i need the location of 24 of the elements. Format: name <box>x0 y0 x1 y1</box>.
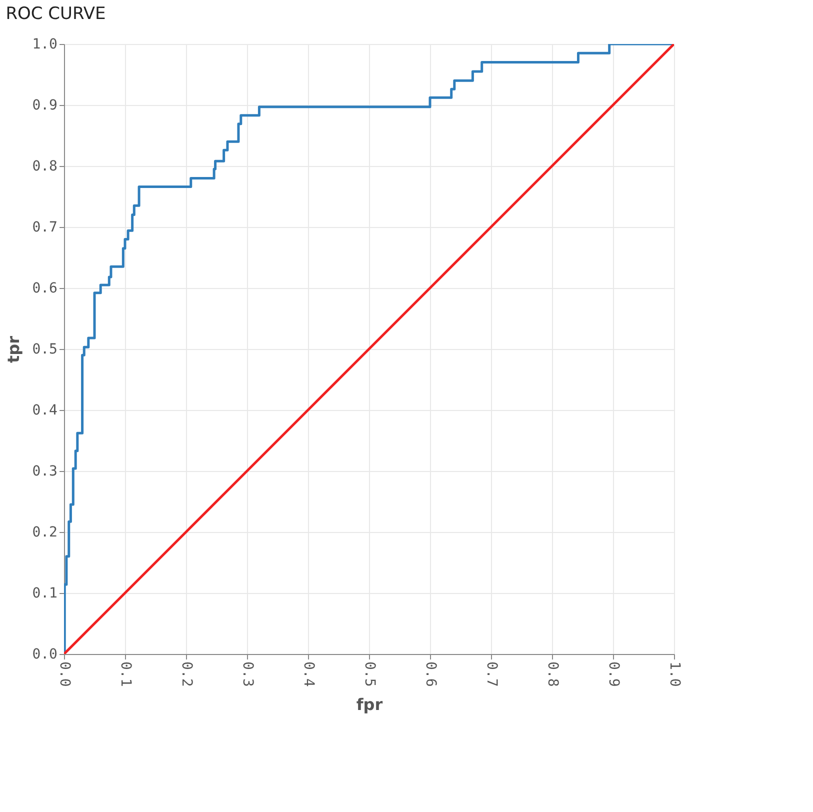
x-tick-label: 0.5 <box>362 662 378 687</box>
y-tick-label: 0.9 <box>32 98 58 114</box>
x-tick-label: 0.8 <box>544 662 560 687</box>
x-tick-label: 0.3 <box>240 662 256 687</box>
x-axis-title: fpr <box>356 694 383 714</box>
y-axis-title: tpr <box>4 336 24 363</box>
x-tick-label: 0.2 <box>178 662 194 687</box>
y-tick-label: 0.2 <box>32 524 58 540</box>
x-tick-label: 0.4 <box>300 662 316 687</box>
x-tick-label: 0.1 <box>118 662 134 687</box>
x-tick-label: 0.6 <box>422 662 438 687</box>
x-tick-label: 1.0 <box>666 662 682 687</box>
x-tick-label: 0.7 <box>484 662 500 687</box>
y-tick-label: 0.3 <box>32 464 58 480</box>
y-tick-label: 0.6 <box>32 280 58 296</box>
x-tick-label: 0.9 <box>606 662 622 687</box>
y-tick-label: 0.5 <box>32 342 58 358</box>
y-tick-label: 0.4 <box>32 402 58 418</box>
chart-title: ROC CURVE <box>6 4 106 24</box>
y-tick-label: 1.0 <box>32 36 58 52</box>
y-tick-label: 0.1 <box>32 586 58 602</box>
y-tick-label: 0.8 <box>32 158 58 174</box>
y-tick-label: 0.0 <box>32 646 58 662</box>
y-tick-label: 0.7 <box>32 220 58 236</box>
